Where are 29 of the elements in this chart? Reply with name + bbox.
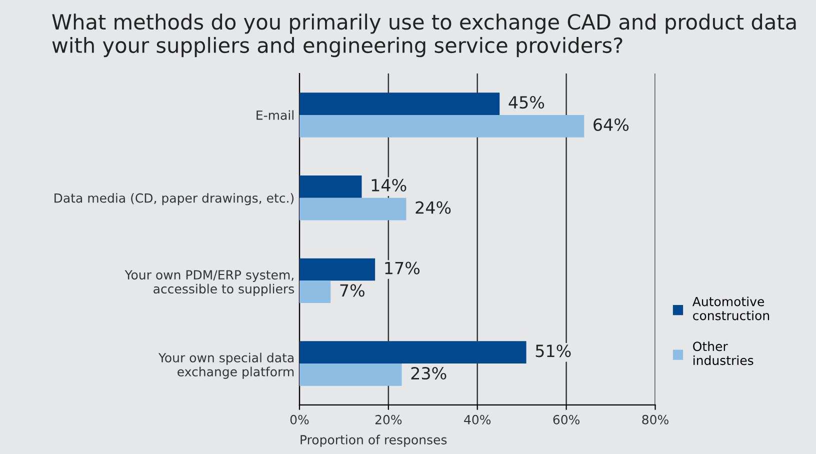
bar xyxy=(299,280,331,304)
bar xyxy=(299,258,376,281)
bar xyxy=(299,114,584,138)
bar xyxy=(299,341,526,364)
y-tick-label: E-mail xyxy=(256,110,294,120)
data-label: 24% xyxy=(416,201,451,214)
data-label: 23% xyxy=(411,366,446,380)
x-tick-label: 0% xyxy=(290,414,309,424)
x-tick-label: 20% xyxy=(375,414,402,424)
x-tick-label: 60% xyxy=(553,414,580,424)
x-axis-title: Proportion of responses xyxy=(300,434,447,447)
y-tick-label: Your own special data exchange platform xyxy=(158,352,294,379)
data-label: 64% xyxy=(594,118,629,131)
data-label: 17% xyxy=(385,262,420,274)
y-tick-label: Your own PDM/ERP system, accessible to suppliers xyxy=(124,270,294,296)
bar xyxy=(299,364,402,386)
bar xyxy=(299,92,500,115)
bar xyxy=(299,198,406,220)
data-label: 14% xyxy=(372,178,406,192)
x-tick-label: 80% xyxy=(642,414,668,424)
data-label: 51% xyxy=(536,344,571,358)
legend-label: Automotive construction xyxy=(692,296,770,320)
data-label: 7% xyxy=(340,284,364,297)
bar xyxy=(299,175,362,198)
x-tick-label: 40% xyxy=(464,414,491,424)
y-tick-label: Data media (CD, paper drawings, etc.) xyxy=(54,193,294,206)
legend-label: Other industries xyxy=(693,341,754,366)
data-label: 45% xyxy=(508,96,544,109)
chart-title: What methods do you primarily use to exchange CAD and product data with your suppliers and engineering service providers? xyxy=(52,14,796,58)
